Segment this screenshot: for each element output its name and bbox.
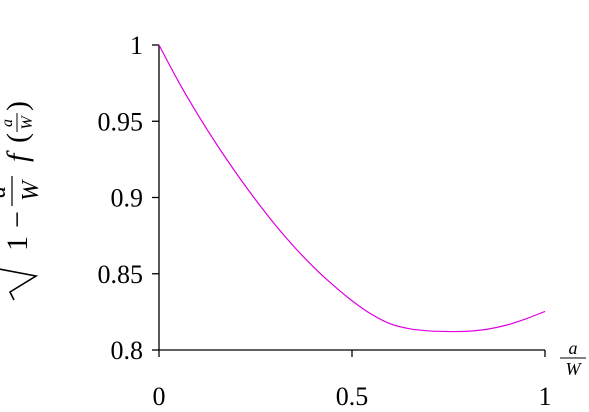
y-label-frac-numerator: a: [0, 186, 11, 198]
y-label-radical-sign: [0, 108, 39, 301]
x-label-denominator: W: [566, 359, 583, 379]
y-label-arg-numerator: a: [0, 119, 16, 127]
y-tick-label: 0.8: [111, 336, 144, 365]
y-label-arg-denominator: W: [19, 115, 36, 130]
y-label-one: 1: [1, 236, 34, 251]
y-label-minus: −: [1, 211, 34, 228]
series-line: [158, 44, 546, 333]
y-label-frac-denominator: W: [18, 179, 44, 201]
x-tick-label: 1: [539, 382, 552, 411]
series-group: [158, 44, 546, 333]
y-axis-label: 1 − a W f ( a W ): [0, 101, 44, 301]
x-tick-label: 0.5: [336, 382, 369, 411]
x-tick-label: 0: [153, 382, 166, 411]
y-tick-label: 0.95: [98, 107, 144, 136]
y-ticks: 0.8 0.85 0.9 0.95 1: [98, 31, 159, 365]
y-tick-label: 0.9: [111, 184, 144, 213]
y-label-close-paren: ): [1, 101, 34, 111]
y-tick-label: 0.85: [98, 260, 144, 289]
axes: [158, 45, 545, 351]
x-label-numerator: a: [569, 338, 578, 358]
y-label-function: f: [1, 150, 34, 162]
y-label-open-paren: (: [1, 133, 34, 143]
x-ticks: 0 0.5 1: [153, 350, 552, 411]
x-axis-label: a W: [560, 338, 586, 379]
y-tick-label: 1: [130, 31, 143, 60]
